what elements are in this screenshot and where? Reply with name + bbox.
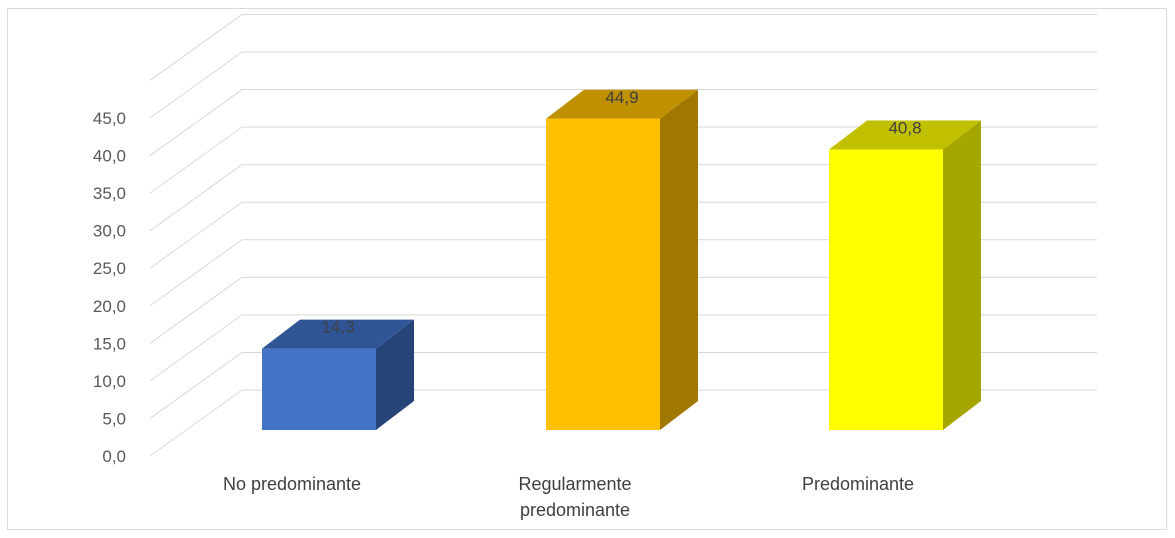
gridline-diagonal: [149, 352, 243, 419]
gridline-diagonal: [149, 164, 243, 232]
y-tick-label: 15,0: [93, 334, 126, 353]
bar: [546, 89, 698, 431]
y-axis: 0,0 5,0 10,0 15,0 20,0 25,0 30,0 35,0 40,0 45,0: [93, 109, 126, 466]
gridline-diagonal: [149, 314, 243, 382]
y-tick-label: 30,0: [93, 222, 126, 241]
gridline-diagonal: [149, 89, 243, 156]
bar-top: [829, 120, 981, 150]
bar-front: [829, 149, 943, 430]
bars: [262, 89, 981, 431]
bar-front: [546, 118, 660, 431]
bar-side: [376, 319, 414, 430]
y-tick-label: 0,0: [102, 447, 126, 466]
gridline-diagonal: [149, 51, 243, 119]
bar-side: [660, 89, 698, 431]
y-tick-label: 40,0: [93, 147, 126, 166]
y-tick-label: 10,0: [93, 372, 126, 391]
bar: [262, 319, 414, 430]
y-tick-label: 5,0: [102, 409, 126, 428]
gridline-diagonal: [149, 389, 243, 457]
bar: [829, 120, 981, 431]
bar-front: [262, 348, 376, 430]
gridline-diagonal: [149, 201, 243, 269]
y-tick-label: 45,0: [93, 109, 126, 128]
data-labels: 14,3 44,9 40,8: [321, 88, 921, 337]
gridline-diagonal: [149, 276, 243, 344]
x-axis: No predominante Regularmente predominante P…: [223, 474, 914, 520]
bar-top: [262, 319, 414, 349]
gridline-diagonal: [149, 126, 243, 194]
y-tick-label: 35,0: [93, 184, 126, 203]
y-tick-label: 20,0: [93, 297, 126, 316]
x-tick-label: No predominante: [223, 474, 361, 494]
gridline-diagonal: [149, 239, 243, 307]
y-tick-label: 25,0: [93, 259, 126, 278]
data-label: 14,3: [321, 318, 354, 337]
x-tick-label: Predominante: [802, 474, 914, 494]
bar-side: [943, 120, 981, 431]
bar-top: [546, 89, 698, 119]
gridline-diagonal: [149, 14, 243, 81]
x-tick-label: Regularmente predominante: [518, 474, 631, 520]
chart-frame: [7, 8, 1167, 530]
data-label: 40,8: [888, 119, 921, 138]
data-label: 44,9: [605, 88, 638, 107]
